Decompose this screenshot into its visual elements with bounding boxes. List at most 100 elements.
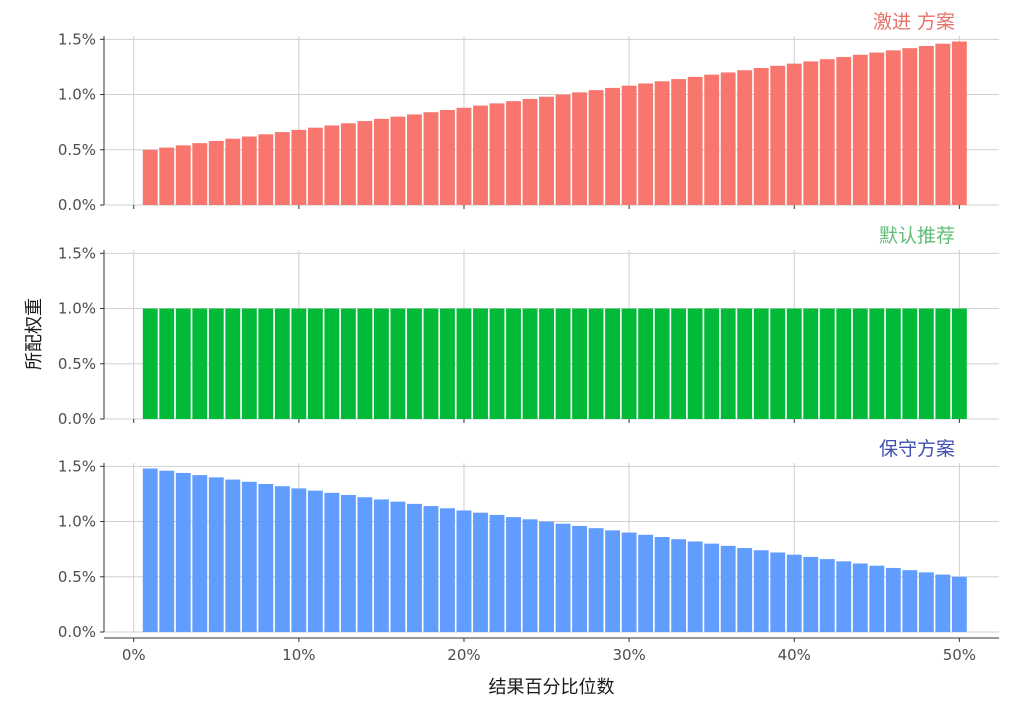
bar [241,136,257,205]
bar [159,308,175,419]
bar [753,550,769,632]
bar [720,545,736,632]
y-tick-label: 1.0% [58,513,96,531]
bar [572,92,588,205]
bar [440,110,455,205]
panel-1: 0.0% 0.5% 1.0% 1.5% 默认推荐 [58,225,999,428]
x-tick-label: 30% [612,646,645,664]
bar [687,76,703,205]
bar [142,308,158,419]
y-tick-label: 0.5% [58,141,96,159]
bar [605,87,621,205]
bar [869,52,885,205]
bar [803,308,819,419]
bar [373,118,389,205]
x-tick-label: 0% [122,646,146,664]
bar [638,534,654,632]
bar [737,308,753,419]
bar [522,308,538,419]
bar [720,308,736,419]
bar [307,127,323,205]
bar [869,308,885,419]
bar [819,308,835,419]
x-axis: 0% 10% 20% 30% 40% 50% [104,637,999,664]
bar [671,539,687,632]
bar [340,495,356,632]
bar [407,114,422,205]
bar [654,537,670,632]
bar [258,134,274,205]
bar [539,521,554,632]
bar [274,132,290,205]
bar [638,308,654,419]
bar [390,116,406,205]
panel-label: 保守方案 [879,438,955,460]
bar [489,514,505,632]
bar [572,525,588,632]
bar [654,81,670,205]
x-tick-label: 10% [282,646,315,664]
y-tick-label: 1.5% [58,457,96,475]
bar [357,308,373,419]
bar [605,530,621,632]
bar [440,508,455,632]
bar [274,486,290,632]
y-axis-title: 所配权重 [24,298,45,370]
bar [737,70,753,206]
panels-layer: 0.0% 0.5% 1.0% 1.5% 激进 方案 0.0% 0.5% 1.0% 1.5% 默认推… [58,11,999,641]
bar [803,61,819,205]
bar [407,308,422,419]
y-tick-label: 1.0% [58,300,96,318]
bar [440,308,455,419]
bar [770,308,786,419]
bar [786,63,802,205]
bar [522,519,538,632]
bar [340,123,356,205]
bar [390,308,406,419]
bar [902,570,918,632]
y-tick-label: 0.0% [58,410,96,428]
bar [489,103,505,205]
bar [671,79,687,205]
bar [770,65,786,205]
bar [621,308,637,419]
bar [175,308,191,419]
bar [357,497,373,632]
bar [671,308,687,419]
bar [621,532,637,632]
bar [208,477,224,632]
bar [473,308,488,419]
bar [423,112,439,205]
bar [241,481,257,632]
y-tick-label: 1.0% [58,86,96,104]
bar [654,308,670,419]
bar [588,308,604,419]
bar [885,308,901,419]
bar [192,308,208,419]
x-axis-title: 结果百分比位数 [489,677,615,698]
bar [770,552,786,632]
bar [241,308,257,419]
y-tick-label: 0.0% [58,623,96,641]
bar [291,129,307,205]
bar [456,308,472,419]
bar [588,528,604,632]
bar [852,54,868,206]
bar [373,499,389,632]
bar [175,472,191,632]
bar [621,85,637,205]
bar [373,308,389,419]
bar [951,41,967,206]
bar [836,561,852,632]
panel-label: 默认推荐 [879,225,955,247]
bar [935,43,951,205]
bar [555,308,571,419]
bar [605,308,621,419]
bar [852,563,868,632]
bar [423,308,439,419]
bar [324,492,340,632]
bar [539,308,554,419]
y-tick-label: 0.0% [58,196,96,214]
bar [159,470,175,632]
